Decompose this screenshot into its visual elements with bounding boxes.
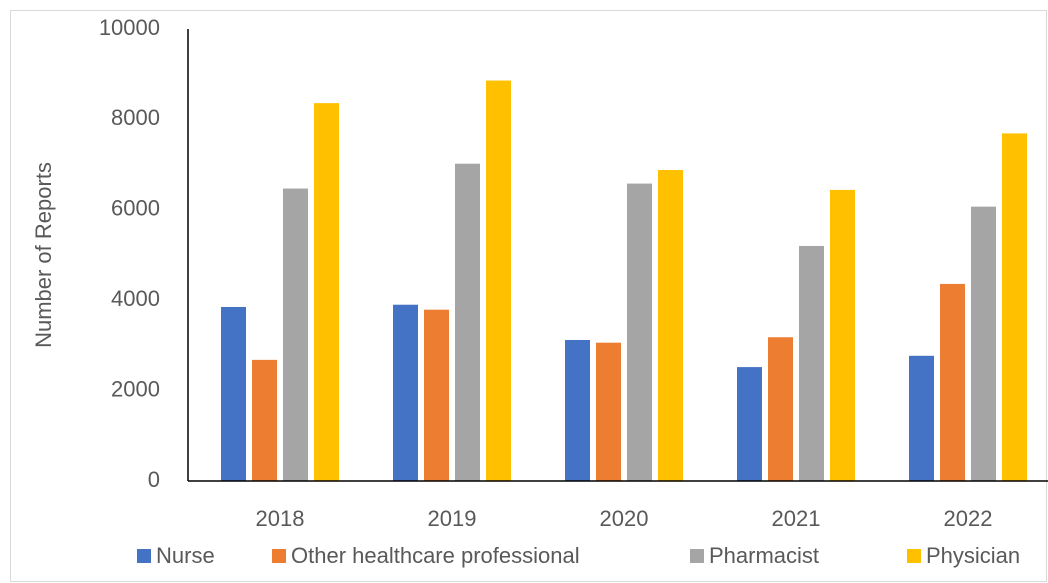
y-tick-label: 4000 xyxy=(111,286,160,311)
bar xyxy=(314,103,339,482)
x-tick-label: 2022 xyxy=(944,506,993,531)
x-tick-label: 2018 xyxy=(256,506,305,531)
bar xyxy=(221,306,246,481)
x-tick-label: 2019 xyxy=(428,506,477,531)
legend-label: Nurse xyxy=(156,543,215,568)
y-tick-label: 8000 xyxy=(111,105,160,130)
bar xyxy=(486,80,511,481)
bar xyxy=(596,342,621,481)
bar xyxy=(565,339,590,481)
bar xyxy=(737,367,762,481)
chart-border xyxy=(10,10,1047,582)
legend-swatch xyxy=(690,549,704,563)
bar xyxy=(455,163,480,482)
bar xyxy=(658,170,683,482)
bar xyxy=(971,206,996,482)
legend-label: Physician xyxy=(926,543,1020,568)
legend-swatch xyxy=(907,549,921,563)
y-tick-label: 10000 xyxy=(99,15,160,40)
x-tick-label: 2021 xyxy=(772,506,821,531)
bar xyxy=(799,245,824,481)
x-tick-label: 2020 xyxy=(600,506,649,531)
bar xyxy=(424,309,449,481)
bar xyxy=(830,189,855,482)
bar xyxy=(909,355,934,481)
y-axis-title: Number of Reports xyxy=(31,162,56,348)
bar xyxy=(283,188,308,481)
legend-label: Pharmacist xyxy=(709,543,819,568)
y-tick-label: 2000 xyxy=(111,376,160,401)
legend-swatch xyxy=(137,549,151,563)
bar xyxy=(940,283,965,481)
bar xyxy=(252,359,277,481)
bar xyxy=(393,304,418,481)
bar xyxy=(768,337,793,481)
y-tick-label: 0 xyxy=(148,467,160,492)
bar xyxy=(627,183,652,482)
bar xyxy=(1002,133,1027,482)
y-tick-label: 6000 xyxy=(111,196,160,221)
legend-swatch xyxy=(272,549,286,563)
legend-label: Other healthcare professional xyxy=(291,543,580,568)
